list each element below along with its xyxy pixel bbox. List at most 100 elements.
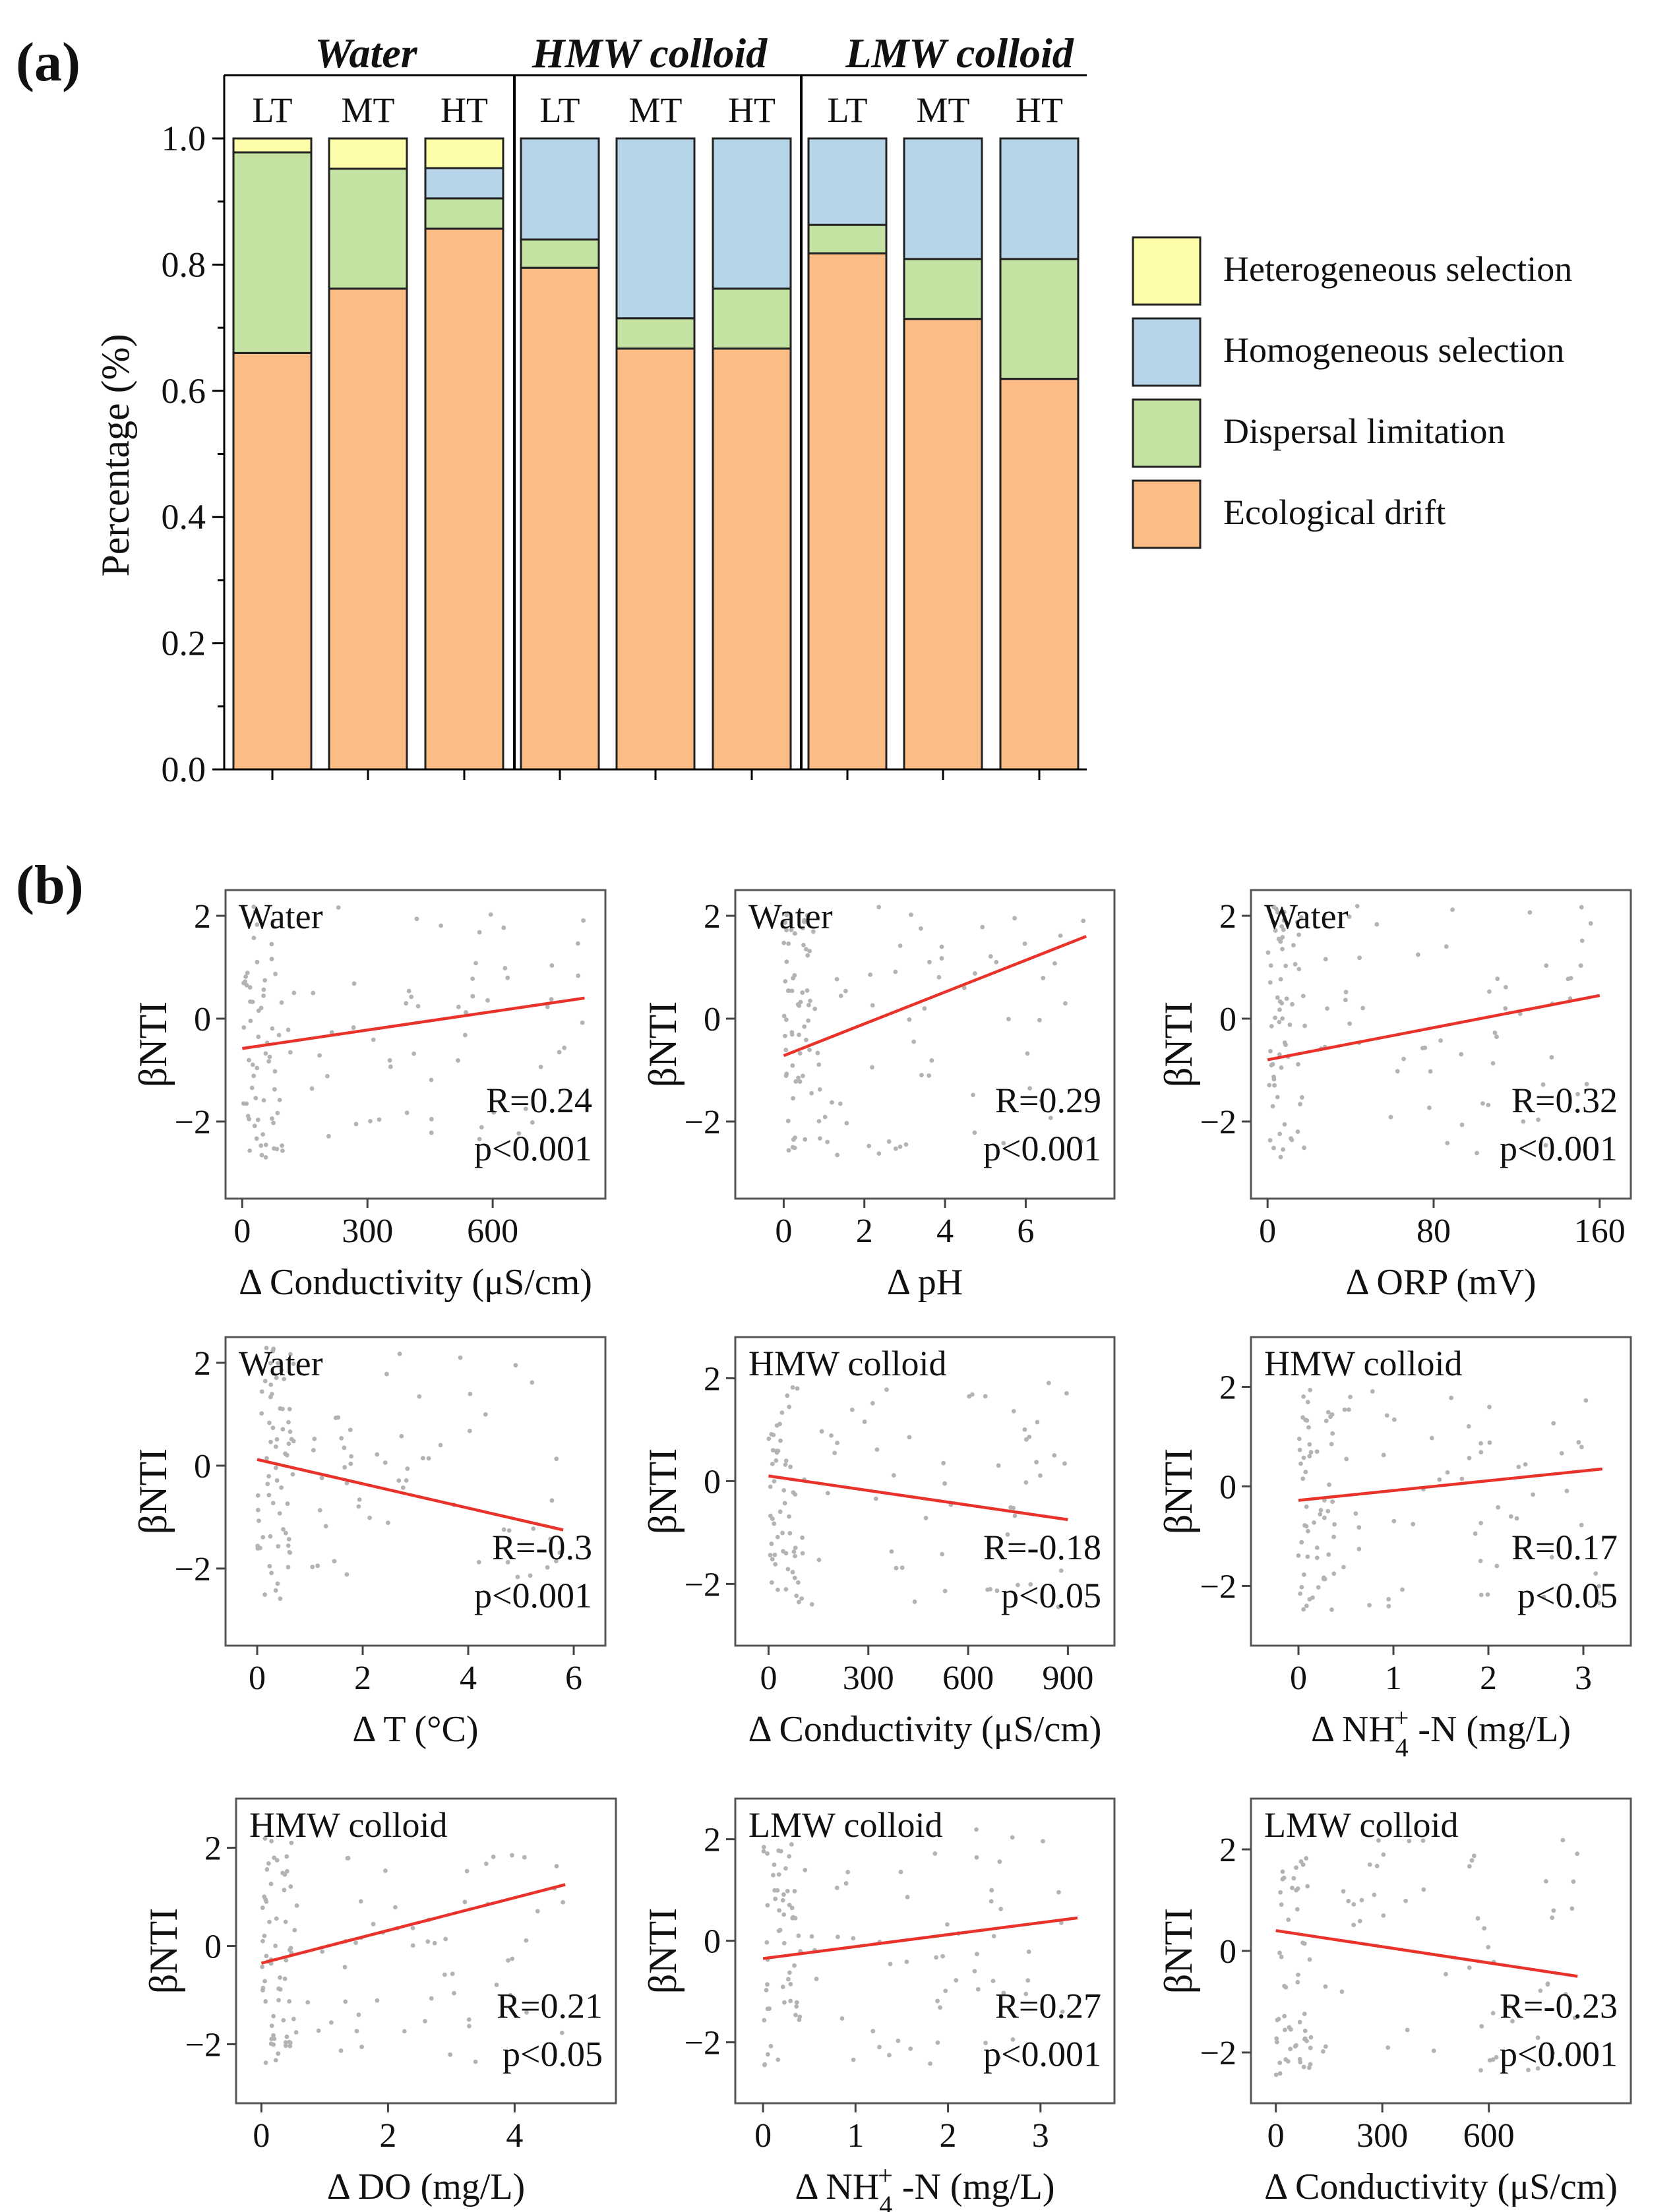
data-point: [791, 1549, 797, 1554]
data-point: [1329, 1412, 1335, 1417]
data-point: [293, 2030, 299, 2035]
data-point: [423, 2019, 427, 2023]
data-point: [785, 1118, 791, 1123]
data-point: [274, 1375, 279, 1381]
data-point: [889, 1549, 894, 1554]
data-point: [784, 912, 789, 918]
data-point: [274, 1147, 280, 1152]
data-point: [510, 1956, 515, 1961]
data-point: [1395, 1069, 1400, 1074]
data-point: [1486, 1102, 1491, 1108]
data-point: [927, 1073, 932, 1078]
data-point: [851, 2057, 856, 2062]
x-tick-label: 0: [775, 1212, 792, 1250]
data-point: [515, 1574, 520, 1580]
data-point: [1478, 1559, 1483, 1563]
data-point: [253, 1096, 259, 1100]
data-point: [796, 1933, 801, 1938]
data-point: [998, 1906, 1004, 1911]
data-point: [781, 1549, 785, 1554]
data-point: [1304, 1603, 1309, 1608]
y-axis-label: βNTI: [1157, 1449, 1200, 1535]
data-point: [277, 1510, 282, 1516]
data-point: [801, 926, 805, 931]
data-point: [994, 959, 999, 965]
data-point: [1062, 1461, 1067, 1466]
data-point: [797, 1599, 801, 1605]
data-point: [272, 2036, 277, 2041]
data-point: [772, 1479, 777, 1484]
stat-r: R=-0.18: [983, 1528, 1101, 1567]
data-point: [1297, 1447, 1302, 1452]
data-point: [262, 978, 268, 983]
data-point: [501, 1527, 506, 1532]
data-point: [286, 1537, 291, 1541]
data-point: [1579, 905, 1584, 910]
x-tick-label: 0: [754, 2117, 772, 2155]
y-tick-label: 2: [204, 1830, 222, 1868]
data-point: [576, 941, 580, 946]
data-point: [773, 1562, 778, 1567]
data-point: [1466, 1423, 1471, 1429]
data-point: [1296, 1972, 1300, 1977]
data-point: [377, 1117, 382, 1122]
data-point: [329, 1030, 334, 1035]
data-point: [267, 1420, 272, 1425]
data-point: [317, 1508, 322, 1513]
bar-homogeneous-selection: [903, 137, 983, 260]
scatter-panel: −2 0 2 0 2 4 HMW colloid R=0.21 p<0.05 βNTI Δ DO (…: [142, 1797, 617, 2207]
data-point: [1271, 1145, 1276, 1151]
data-point: [259, 1152, 264, 1158]
data-point: [400, 1485, 406, 1490]
data-point: [523, 1106, 528, 1112]
legend-swatch: [1132, 317, 1202, 387]
data-point: [776, 2057, 781, 2062]
data-point: [1273, 1015, 1277, 1021]
data-point: [904, 1959, 909, 1964]
data-point: [273, 1588, 278, 1593]
data-point: [286, 1565, 291, 1570]
data-point: [928, 2061, 932, 2066]
data-point: [262, 1979, 267, 1984]
data-point: [271, 2033, 276, 2038]
data-point: [344, 1572, 350, 1577]
data-point: [961, 986, 967, 990]
data-point: [516, 1131, 522, 1136]
data-point: [1372, 1892, 1377, 1898]
data-point: [309, 1086, 315, 1091]
data-point: [805, 953, 810, 958]
data-point: [1302, 1023, 1308, 1029]
data-point: [1445, 1141, 1450, 1146]
data-point: [506, 1958, 510, 1963]
data-point: [259, 1411, 264, 1416]
data-point: [1541, 1594, 1546, 1599]
data-point: [1421, 1887, 1426, 1892]
data-point: [1300, 994, 1306, 998]
data-point: [396, 1478, 402, 1483]
data-point: [260, 1132, 266, 1137]
x-tick-label: 2: [856, 1212, 873, 1250]
bar-ecological-drift: [712, 347, 792, 771]
data-point: [794, 1594, 799, 1598]
data-point: [1428, 1069, 1433, 1074]
data-point: [417, 1394, 422, 1399]
data-point: [414, 916, 419, 922]
data-point: [905, 1894, 910, 1899]
data-point: [795, 1580, 801, 1585]
data-point: [1306, 1425, 1311, 1430]
data-point: [429, 1117, 434, 1121]
data-point: [247, 985, 253, 990]
data-point: [1374, 922, 1380, 927]
data-point: [1535, 2066, 1540, 2071]
data-point: [409, 994, 414, 1000]
data-point: [1343, 998, 1348, 1003]
data-point: [989, 1888, 994, 1893]
data-point: [1459, 1476, 1465, 1481]
data-point: [838, 1101, 843, 1106]
data-point: [789, 1842, 794, 1847]
legend-swatch: [1132, 479, 1202, 549]
x-tick-label: 160: [1574, 1212, 1626, 1250]
data-point: [1376, 1838, 1381, 1843]
data-point: [1416, 952, 1420, 957]
data-point: [466, 2017, 472, 2022]
